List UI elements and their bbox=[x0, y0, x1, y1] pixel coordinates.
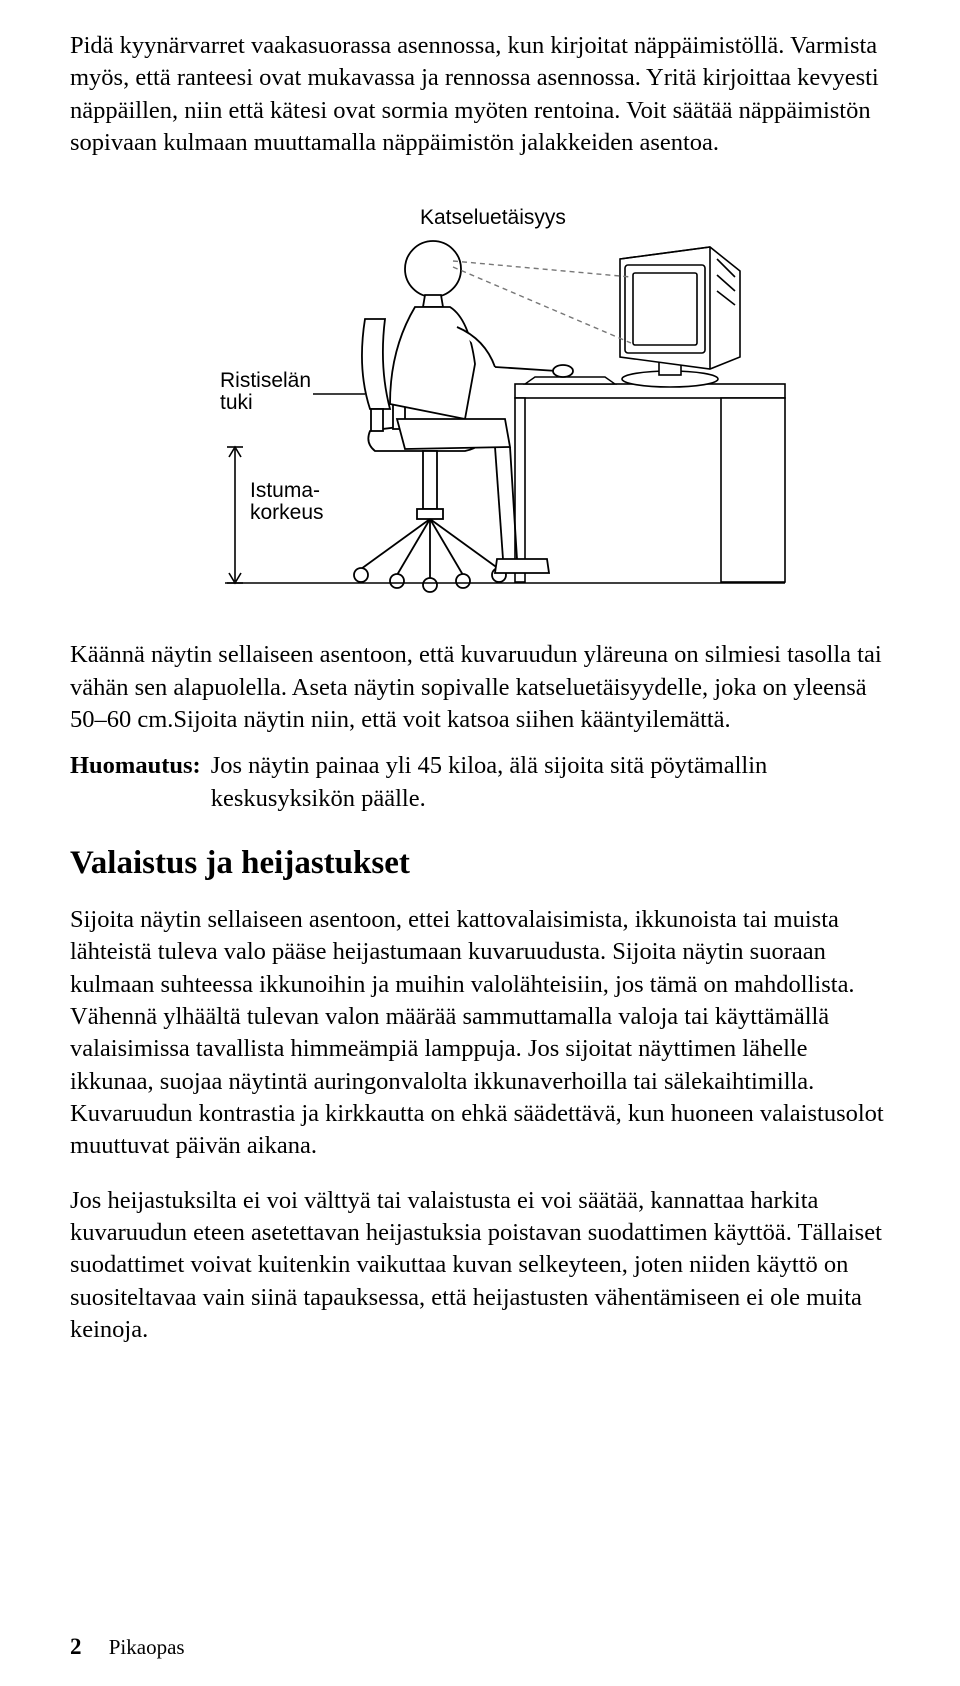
note-text: Jos näytin painaa yli 45 kiloa, älä sijo… bbox=[211, 750, 890, 815]
ergonomics-diagram: Katseluetäisyys Ristiselän tuki Istuma- … bbox=[70, 199, 890, 599]
paragraph-4: Jos heijastuksilta ei voi välttyä tai va… bbox=[70, 1185, 890, 1347]
sight-lines bbox=[453, 261, 631, 343]
diagram-label-viewing-distance: Katseluetäisyys bbox=[420, 206, 566, 229]
note-label: Huomautus: bbox=[70, 750, 211, 815]
paragraph-2: Käännä näytin sellaiseen asentoon, että … bbox=[70, 639, 890, 736]
diagram-label-lumbar-2: tuki bbox=[220, 391, 253, 414]
paragraph-3: Sijoita näytin sellaiseen asentoon, ette… bbox=[70, 904, 890, 1163]
section-heading: Valaistus ja heijastukset bbox=[70, 845, 890, 882]
keyboard bbox=[525, 377, 615, 384]
person-figure bbox=[390, 241, 573, 573]
diagram-label-seat-1: Istuma- bbox=[250, 479, 320, 502]
diagram-label-seat-2: korkeus bbox=[250, 501, 324, 524]
desk bbox=[515, 384, 785, 582]
note-block: Huomautus: Jos näytin painaa yli 45 kilo… bbox=[70, 750, 890, 815]
page-number: 2 bbox=[70, 1634, 82, 1659]
page-footer: 2 Pikaopas bbox=[70, 1634, 185, 1660]
footer-doc-title: Pikaopas bbox=[109, 1635, 185, 1659]
diagram-label-lumbar-1: Ristiselän bbox=[220, 369, 311, 392]
monitor bbox=[620, 247, 740, 387]
seat-height-arrow bbox=[227, 447, 243, 583]
paragraph-1: Pidä kyynärvarret vaakasuorassa asennoss… bbox=[70, 30, 890, 159]
page: Pidä kyynärvarret vaakasuorassa asennoss… bbox=[0, 0, 960, 1686]
